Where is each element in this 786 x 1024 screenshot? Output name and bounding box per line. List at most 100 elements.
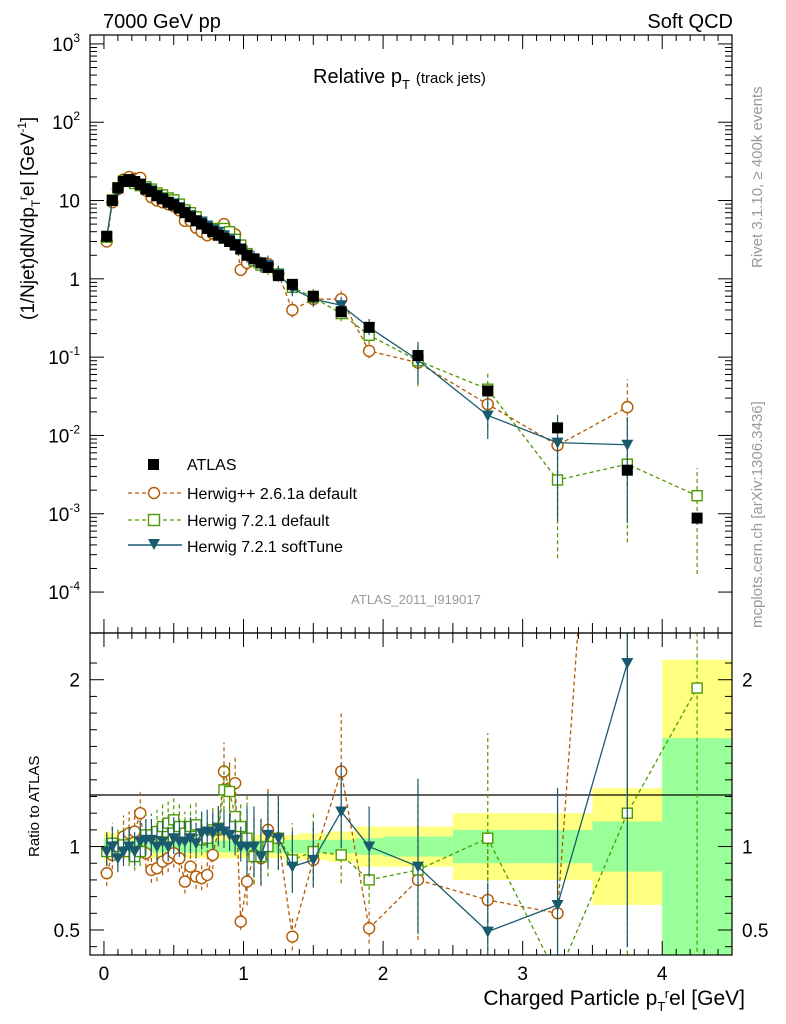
plot-title-sub: T <box>402 77 410 92</box>
legend-herwig721-label: Herwig 7.2.1 default <box>187 513 330 530</box>
data-point <box>196 218 208 230</box>
x-label-main: Charged Particle p <box>483 987 657 1010</box>
ratio-point <box>482 832 494 844</box>
ratio-point <box>307 854 320 866</box>
data-point <box>168 199 180 211</box>
main-y-tick-exp: -2 <box>69 422 80 436</box>
ratio-line-herwig-2-6-1a-default <box>106 633 579 937</box>
ratio-point <box>184 860 197 873</box>
main-y-tick-exp: -3 <box>69 501 80 515</box>
data-point <box>218 232 230 244</box>
data-point <box>101 230 113 242</box>
main-y-tick-label: 1 <box>69 270 80 291</box>
data-point <box>117 176 129 188</box>
ratio-point <box>551 899 564 911</box>
data-point <box>691 490 703 502</box>
main-y-tick-label: 10 <box>59 192 80 213</box>
data-point <box>335 300 348 312</box>
data-point <box>224 235 236 247</box>
main-y-tick-base: 10 <box>48 348 69 369</box>
ratio-tick-labels: 0.5 0.5 1 1 2 2 0 1 2 3 4 <box>54 671 769 985</box>
ratio-point <box>272 833 285 845</box>
ratio-point <box>335 806 348 818</box>
data-point <box>307 290 319 302</box>
ratio-point <box>254 851 267 863</box>
ratio-point <box>117 846 130 858</box>
ratio-point <box>223 785 236 798</box>
data-point <box>229 239 241 251</box>
header-process-label: Soft QCD <box>647 11 733 33</box>
x-tick-label: 0 <box>99 964 110 985</box>
data-point <box>145 186 157 198</box>
ratio-point <box>362 922 376 935</box>
main-y-tick-label: 10-4 <box>48 579 80 604</box>
data-point <box>106 195 118 207</box>
main-series-layer <box>100 170 703 575</box>
x-tick-label: 2 <box>378 964 389 985</box>
data-point <box>262 261 274 273</box>
main-y-label-main: (1/Njet)dN/dp <box>18 207 39 320</box>
main-y-label-sup: r <box>16 196 30 200</box>
legend: ATLAS Herwig++ 2.6.1a default Herwig 7.2… <box>128 457 357 556</box>
ratio-point <box>106 841 119 853</box>
uncertainty-band-inner <box>215 840 222 853</box>
ratio-point <box>229 834 242 846</box>
data-point <box>162 196 174 208</box>
data-point <box>481 410 494 422</box>
data-point <box>212 229 224 241</box>
data-point <box>412 349 424 361</box>
analysis-id-label: ATLAS_2011_I919017 <box>351 592 481 607</box>
x-axis-label: Charged Particle pTrel [GeV] <box>483 986 745 1014</box>
plot-title: Relative pT (track jets) <box>313 66 486 92</box>
data-point <box>621 464 633 476</box>
main-y-tick-label: 103 <box>52 31 80 56</box>
x-label-sub: T <box>657 999 665 1014</box>
ratio-y-tick-label: 2 <box>69 671 80 692</box>
ratio-series-layer <box>100 633 703 955</box>
data-point <box>190 215 202 227</box>
data-point <box>691 512 703 524</box>
ratio-panel: 0.5 0.5 1 1 2 2 0 1 2 3 4 Ratio to ATLAS Charged P… <box>26 632 769 1014</box>
ratio-point <box>162 841 175 853</box>
data-point <box>184 211 196 223</box>
legend-herwigpp-label: Herwig++ 2.6.1a default <box>187 486 357 503</box>
data-point <box>363 321 375 333</box>
data-point <box>123 174 135 186</box>
data-point <box>286 303 299 317</box>
ratio-point <box>201 868 214 882</box>
main-y-tick-exp: 2 <box>73 109 80 123</box>
ratio-point <box>206 828 219 840</box>
main-y-tick-base: 10 <box>48 505 69 526</box>
main-y-tick-label: 102 <box>52 109 80 134</box>
main-y-tick-base: 10 <box>48 426 69 447</box>
mcplots-source-label: mcplots.cern.ch [arXiv:1306.3436] <box>749 401 766 628</box>
ratio-ticks <box>90 633 732 955</box>
data-point <box>173 202 185 214</box>
data-point <box>201 222 213 234</box>
main-y-tick-label: 10-2 <box>48 422 80 447</box>
data-point <box>286 278 298 290</box>
ratio-point <box>335 849 347 861</box>
data-point <box>335 306 347 318</box>
main-y-tick-exp: -4 <box>69 579 80 593</box>
ratio-y-axis-label: Ratio to ATLAS <box>26 756 43 857</box>
ratio-series-herwig-7-2-1-softtune <box>100 633 634 955</box>
main-y-tick-label: 10-3 <box>48 501 80 526</box>
ratio-point <box>247 841 260 853</box>
ratio-point <box>286 930 299 943</box>
main-y-tick-base: 10 <box>48 583 69 604</box>
data-point <box>482 385 494 397</box>
data-point <box>129 176 141 188</box>
header-energy-label: 7000 GeV pp <box>103 11 221 33</box>
series-herwig-2-6-1a-default <box>100 170 634 524</box>
ratio-point <box>128 846 141 858</box>
legend-herwigpp-marker <box>147 486 161 500</box>
ratio-point <box>240 875 254 888</box>
ratio-clipped-group <box>100 633 703 955</box>
ratio-point <box>286 861 299 873</box>
data-point <box>140 183 152 195</box>
legend-herwig721-marker <box>147 513 161 527</box>
ratio-point <box>261 829 274 841</box>
ratio-y-tick-label-right: 1 <box>742 838 753 859</box>
